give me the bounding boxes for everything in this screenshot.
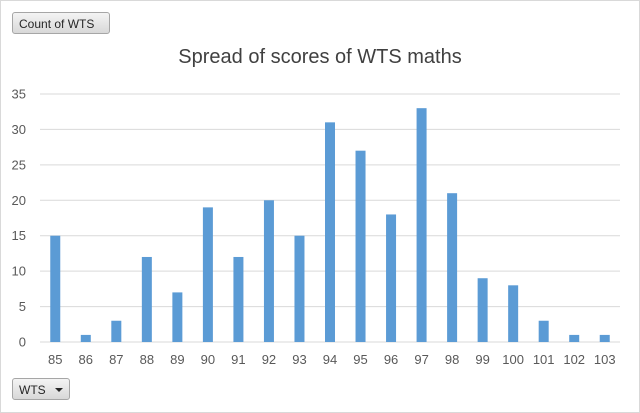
x-tick-label: 103 [594,352,616,367]
x-tick-label: 94 [323,352,337,367]
bar-93[interactable] [294,235,305,342]
y-tick-label: 0 [19,335,26,350]
y-tick-label: 15 [12,228,26,243]
x-tick-label: 85 [48,352,62,367]
y-tick-label: 20 [12,193,26,208]
x-tick-label: 99 [475,352,489,367]
x-tick-label: 98 [445,352,459,367]
y-tick-label: 10 [12,264,26,279]
axis-field-button[interactable]: WTS [12,378,70,400]
x-tick-label: 90 [201,352,215,367]
bar-92[interactable] [263,200,274,342]
x-tick-label: 101 [533,352,555,367]
bar-100[interactable] [508,285,519,342]
x-tick-label: 91 [231,352,245,367]
bar-94[interactable] [325,122,335,342]
y-tick-label: 35 [12,87,26,102]
bar-103[interactable] [599,334,610,342]
x-tick-label: 92 [262,352,276,367]
bar-98[interactable] [447,193,458,342]
bar-85[interactable] [50,235,61,342]
bar-90[interactable] [202,207,213,342]
value-field-label: Count of WTS [19,17,95,31]
x-tick-label: 88 [140,352,154,367]
x-tick-label: 102 [563,352,585,367]
bar-102[interactable] [569,334,580,342]
x-tick-label: 100 [502,352,524,367]
value-field-button[interactable]: Count of WTS [12,12,110,34]
y-tick-label: 25 [12,157,26,172]
bar-86[interactable] [80,334,91,342]
x-tick-label: 86 [79,352,93,367]
axis-field-label: WTS [19,383,46,397]
x-tick-label: 95 [353,352,367,367]
y-tick-label: 30 [12,122,26,137]
bar-99[interactable] [477,278,488,342]
dropdown-arrow-icon [55,388,63,392]
x-tick-label: 96 [384,352,398,367]
chart-title: Spread of scores of WTS maths [178,46,462,68]
bar-88[interactable] [141,256,152,342]
x-tick-label: 93 [292,352,306,367]
bar-97[interactable] [416,108,427,343]
bar-101[interactable] [538,320,549,342]
bar-91[interactable] [233,256,244,342]
bar-96[interactable] [386,214,397,342]
y-tick-label: 5 [19,299,26,314]
bar-89[interactable] [172,292,183,342]
x-tick-label: 97 [414,352,428,367]
bar-95[interactable] [355,150,366,342]
x-tick-label: 87 [109,352,123,367]
x-tick-label: 89 [170,352,184,367]
bar-87[interactable] [111,320,122,342]
